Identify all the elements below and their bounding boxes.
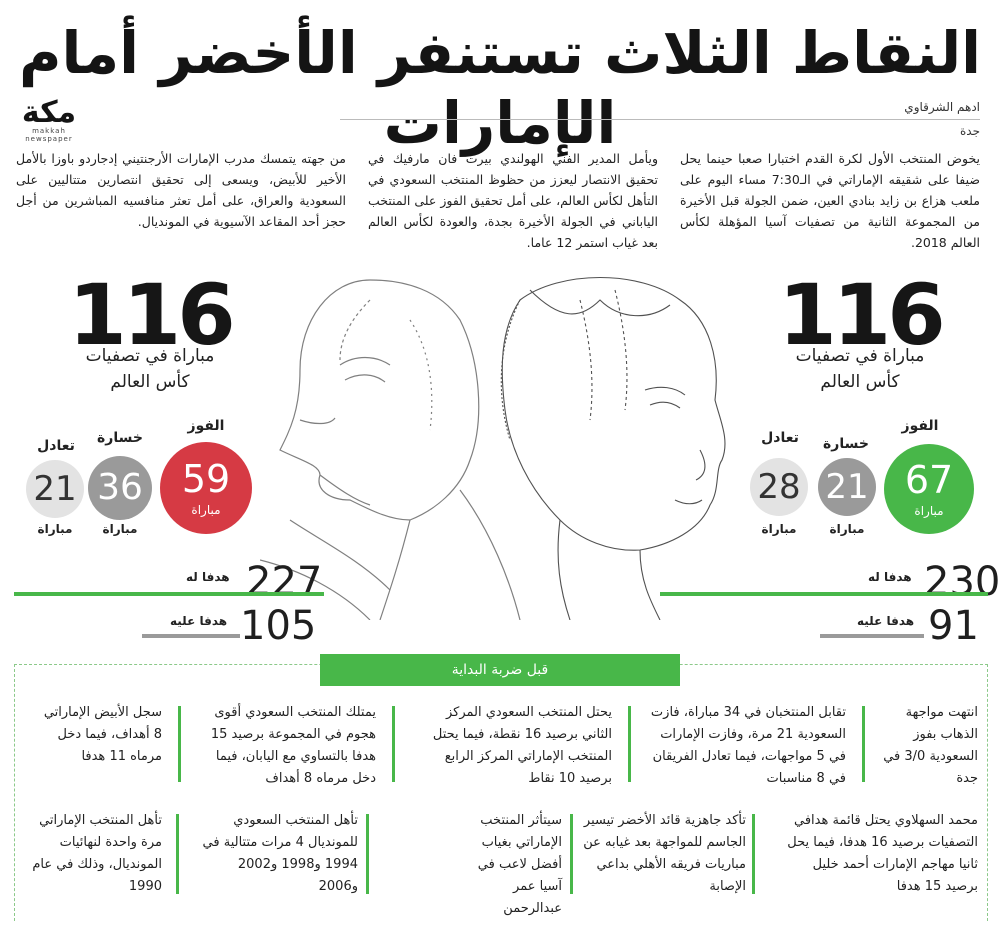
uae-draw-unit: مباراة [37, 522, 73, 536]
fact-item: سجل الأبيض الإماراتي 8 أهداف، فيما دخل م… [43, 705, 162, 764]
ksa-loss-value: 21 [825, 467, 869, 507]
uae-matches-caption: مباراة في تصفيات كأس العالم [50, 343, 250, 395]
fact-divider [176, 814, 179, 894]
uae-win-circle: 59 مباراة [160, 442, 252, 534]
ksa-goals-against-value: 91 [928, 603, 979, 649]
ksa-goals-for-bar [660, 592, 988, 596]
ksa-goals-for-value: 230 [924, 559, 1000, 605]
ksa-draw-circle: 28 [750, 458, 808, 516]
uae-matches-total: 116 [68, 266, 235, 364]
dateline-city: جدة [959, 124, 980, 138]
uae-loss-unit: مباراة [102, 522, 138, 536]
ksa-goals-against-label: هدفا عليه [857, 614, 915, 628]
fact-item: تأهل المنتخب السعودي للمونديال 4 مرات مت… [202, 813, 358, 894]
uae-draw-label: تعادل [37, 438, 75, 454]
ksa-win-unit: مباراة [914, 504, 944, 518]
uae-goals-against-label: هدفا عليه [170, 614, 228, 628]
ksa-caption-line1: مباراة في تصفيات [795, 346, 925, 366]
fact-divider [366, 814, 369, 894]
uae-win-value: 59 [181, 457, 231, 501]
fact-divider [628, 706, 631, 782]
uae-draw-value: 21 [33, 469, 77, 509]
uae-caption-line2: كأس العالم [110, 372, 190, 392]
fact-item: تقابل المنتخبان في 34 مباراة، فازت السعو… [650, 705, 846, 786]
intro-paragraph: يخوض المنتخب الأول لكرة القدم اختبارا صع… [680, 151, 980, 250]
fact-divider [178, 706, 181, 782]
fact-item: تأهل المنتخب الإماراتي مرة واحدة لنهائيا… [32, 813, 162, 894]
logo-mark: مكة [21, 95, 77, 130]
intro-paragraph: من جهته يتمسك مدرب الإمارات الأرجنتيني إ… [16, 151, 346, 229]
player-portraits-sketch [260, 276, 726, 620]
uae-win-unit: مباراة [191, 503, 221, 517]
intro-paragraph: ويأمل المدير الفني الهولندي بيرت فان مار… [368, 151, 658, 250]
uae-loss-value: 36 [97, 467, 143, 508]
ksa-win-value: 67 [904, 458, 954, 502]
byline-divider [340, 119, 980, 120]
fact-item: سيتأثر المنتخب الإماراتي بغياب أفضل لاعب… [477, 813, 562, 916]
ksa-caption-line2: كأس العالم [820, 372, 900, 392]
uae-win-label: الفوز [187, 418, 225, 434]
uae-goals-against-value: 105 [240, 603, 317, 649]
uae-goals-for-value: 227 [246, 559, 323, 605]
fact-item: تأكد جاهزية قائد الأخضر تيسير الجاسم للم… [583, 813, 746, 894]
fact-item: يمتلك المنتخب السعودي أقوى هجوم في المجم… [210, 705, 376, 786]
ksa-win-label: الفوز [901, 418, 939, 434]
fact-item: يحتل المنتخب السعودي المركز الثاني برصيد… [432, 705, 612, 786]
ksa-draw-value: 28 [757, 467, 801, 507]
fact-divider [570, 814, 573, 894]
ksa-loss-unit: مباراة [829, 522, 865, 536]
fact-item: انتهت مواجهة الذهاب بفوز السعودية 3/0 في… [883, 705, 978, 786]
uae-loss-label: خسارة [97, 430, 143, 446]
facts-title: قبل ضربة البداية [320, 654, 680, 686]
newspaper-logo: مكة makkah newspaper [18, 95, 80, 144]
fact-divider [752, 814, 755, 894]
ksa-loss-label: خسارة [823, 436, 869, 452]
ksa-loss-circle: 21 [818, 458, 876, 516]
ksa-matches-caption: مباراة في تصفيات كأس العالم [760, 343, 960, 395]
ksa-goals-against-bar [820, 634, 924, 638]
uae-goals-for-label: هدفا له [186, 570, 230, 584]
uae-draw-circle: 21 [26, 460, 84, 518]
fact-divider [862, 706, 865, 782]
uae-goals-for-bar [14, 592, 324, 596]
logo-tagline: makkah newspaper [25, 127, 73, 143]
byline: ادهم الشرقاوي جدة [340, 98, 980, 140]
fact-divider [392, 706, 395, 782]
ksa-draw-unit: مباراة [761, 522, 797, 536]
uae-caption-line1: مباراة في تصفيات [85, 346, 215, 366]
ksa-draw-label: تعادل [761, 430, 799, 446]
author-name: ادهم الشرقاوي [904, 100, 980, 114]
page-title: النقاط الثلاث تستنفر الأخضر أمام الإمارا… [18, 19, 982, 157]
fact-item: محمد السهلاوي يحتل قائمة هدافي التصفيات … [787, 813, 978, 894]
uae-loss-circle: 36 [88, 456, 152, 520]
ksa-win-circle: 67 مباراة [884, 444, 974, 534]
ksa-goals-for-label: هدفا له [868, 570, 912, 584]
uae-goals-against-bar [142, 634, 240, 638]
ksa-matches-total: 116 [778, 266, 945, 364]
